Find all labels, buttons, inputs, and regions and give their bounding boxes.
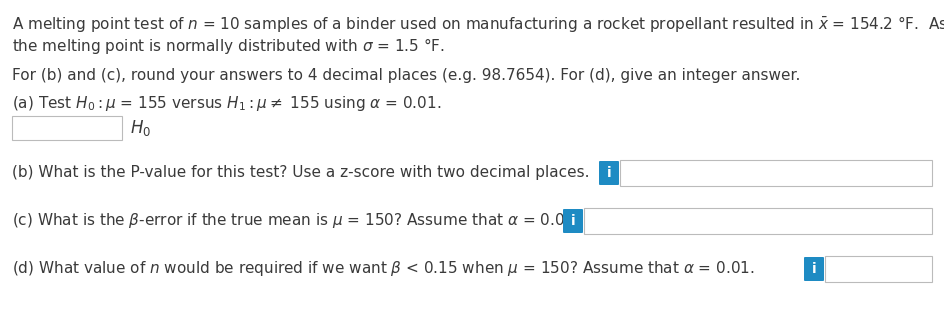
Text: i: i xyxy=(812,262,817,276)
Text: A melting point test of $n$ = 10 samples of a binder used on manufacturing a roc: A melting point test of $n$ = 10 samples… xyxy=(12,14,944,34)
FancyBboxPatch shape xyxy=(599,161,619,185)
Text: the melting point is normally distributed with $\sigma$ = 1.5 °F.: the melting point is normally distribute… xyxy=(12,36,445,56)
FancyBboxPatch shape xyxy=(825,256,932,282)
Bar xyxy=(12,116,122,140)
Text: ✓: ✓ xyxy=(19,123,28,133)
Text: (b) What is the P-value for this test? Use a z-score with two decimal places.: (b) What is the P-value for this test? U… xyxy=(12,166,589,181)
Text: i: i xyxy=(607,166,612,180)
FancyBboxPatch shape xyxy=(804,257,824,281)
Text: (a) Test $H_0 : \mu$ = 155 versus $H_1 : \mu \neq$ 155 using $\alpha$ = 0.01.: (a) Test $H_0 : \mu$ = 155 versus $H_1 :… xyxy=(12,94,442,113)
Text: (d) What value of $n$ would be required if we want $\beta$ < 0.15 when $\mu$ = 1: (d) What value of $n$ would be required … xyxy=(12,259,755,278)
Text: $H_0$: $H_0$ xyxy=(130,118,151,138)
Text: i: i xyxy=(571,214,575,228)
Text: (c) What is the $\beta$-error if the true mean is $\mu$ = 150? Assume that $\alp: (c) What is the $\beta$-error if the tru… xyxy=(12,211,579,231)
Text: For (b) and (c), round your answers to 4 decimal places (e.g. 98.7654). For (d),: For (b) and (c), round your answers to 4… xyxy=(12,68,801,83)
FancyBboxPatch shape xyxy=(620,160,932,186)
FancyBboxPatch shape xyxy=(584,208,932,234)
FancyBboxPatch shape xyxy=(563,209,583,233)
